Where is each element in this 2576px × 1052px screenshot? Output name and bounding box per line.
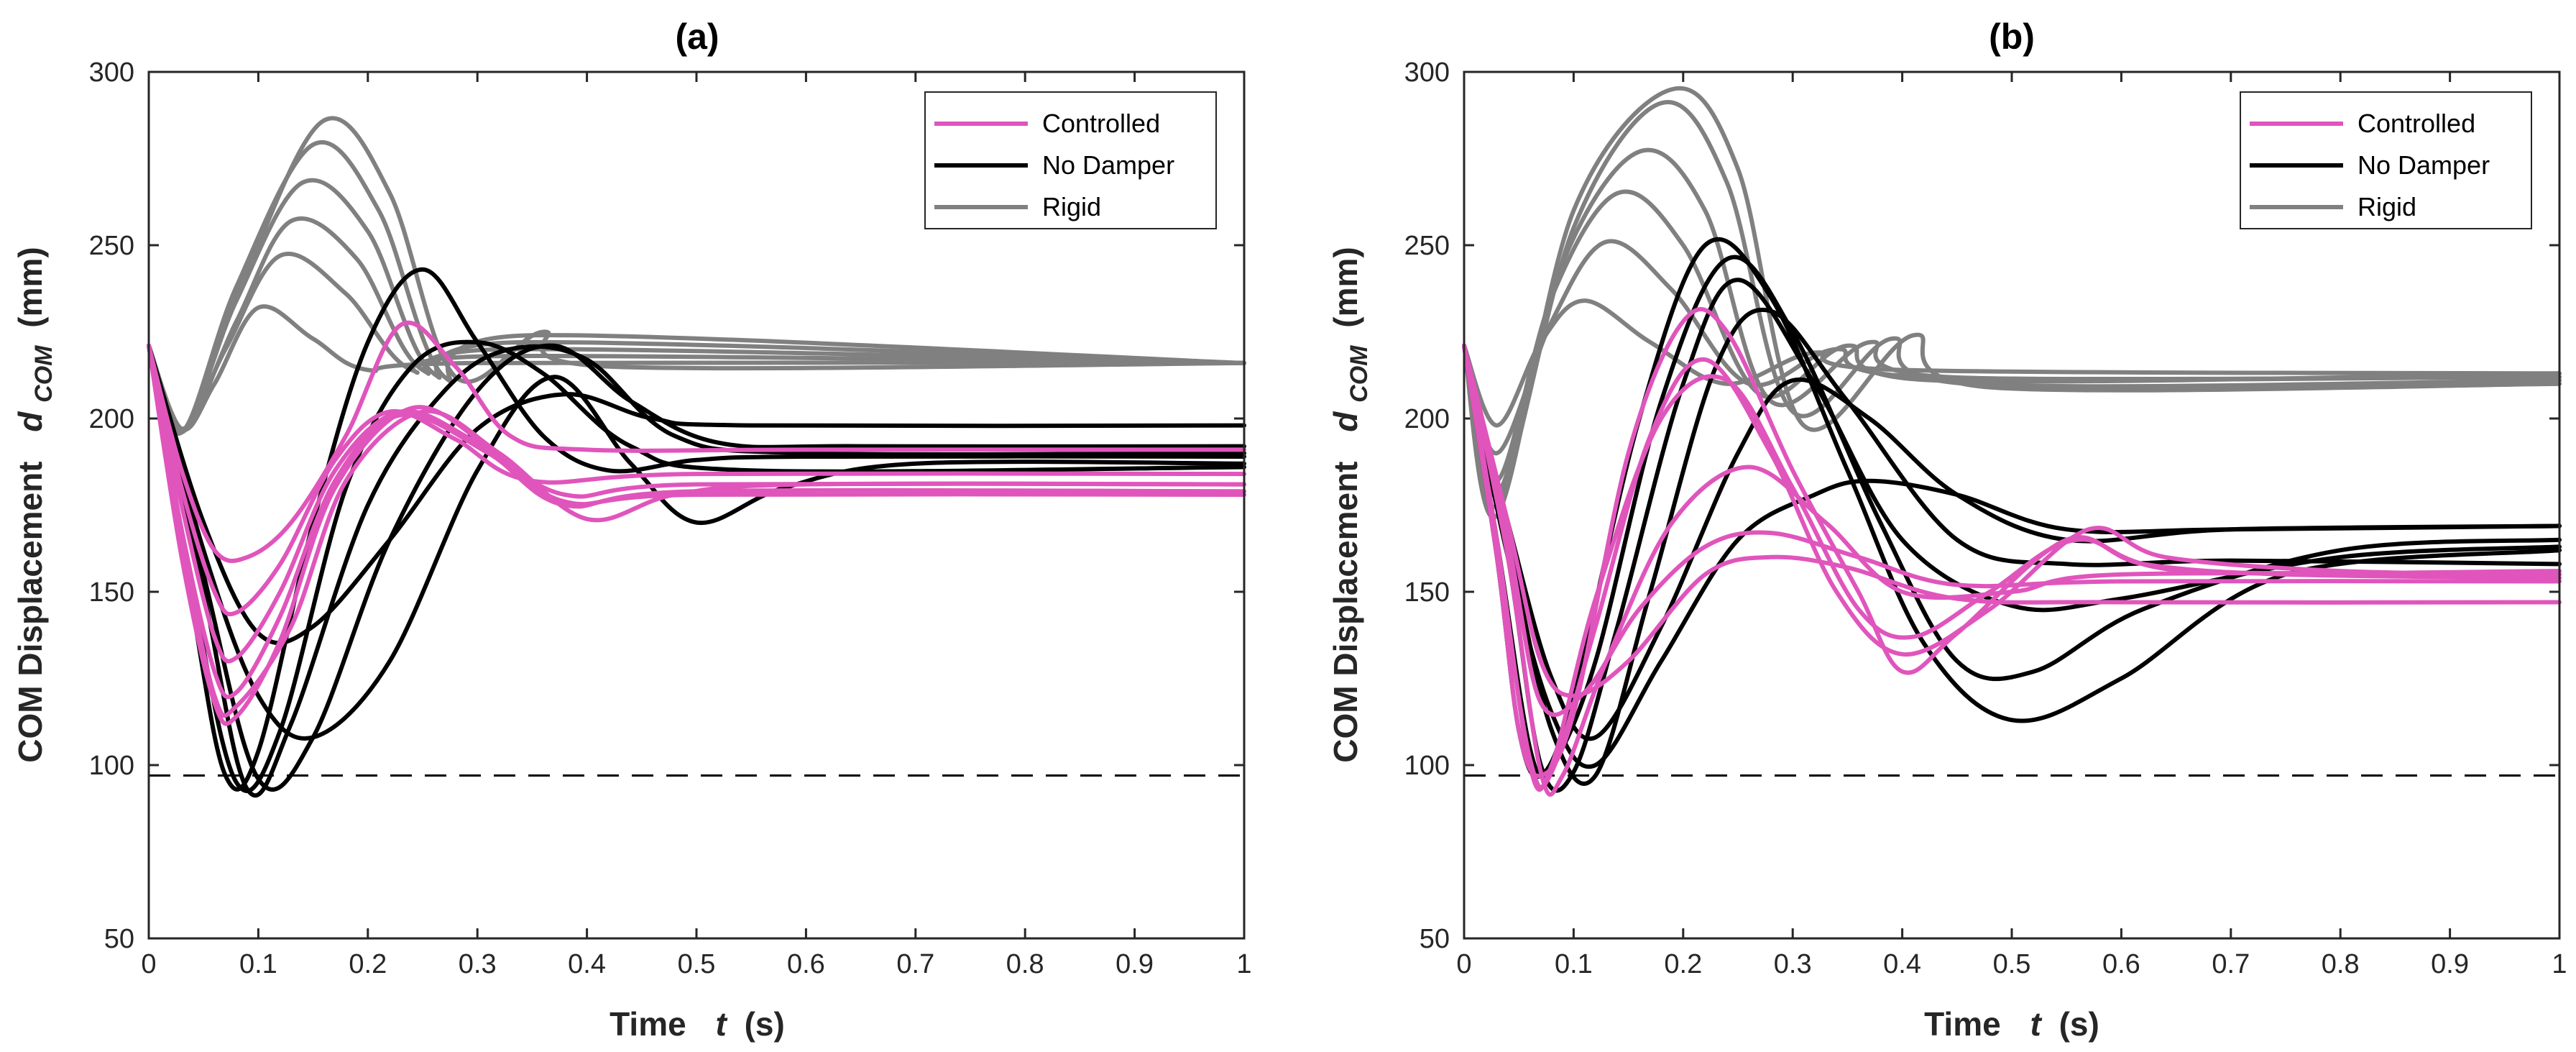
x-tick-label: 1 <box>1236 949 1251 979</box>
series-line-controlled <box>147 343 1246 718</box>
y-axis-label-sub: COM <box>30 345 58 403</box>
series-line-no-damper <box>1462 255 2562 779</box>
y-tick-labels: 50 100 150 200 250 300 <box>1404 58 1450 954</box>
y-tick-label: 200 <box>89 404 134 434</box>
x-tick-label: 0.4 <box>568 949 606 979</box>
x-tick-label: 0.6 <box>787 949 825 979</box>
series-line-rigid <box>1462 86 2562 520</box>
x-tick-label: 0.9 <box>1116 949 1154 979</box>
y-tick-label: 100 <box>89 751 134 781</box>
x-tick-label: 0.1 <box>1555 949 1593 979</box>
x-tick-label: 0.5 <box>1993 949 2031 979</box>
x-axis-label-var: t <box>715 1005 727 1043</box>
y-tick-label: 200 <box>1404 404 1450 434</box>
x-tick-label: 0.3 <box>459 949 497 979</box>
x-axis-label-unit: (s) <box>2059 1005 2099 1043</box>
y-tick-label: 250 <box>89 231 134 261</box>
plot-frame <box>1463 70 2561 940</box>
y-tick-label: 300 <box>1404 58 1450 88</box>
series-line-rigid <box>1462 298 2562 428</box>
x-tick-label: 0.6 <box>2102 949 2140 979</box>
x-tick-label: 0.3 <box>1774 949 1812 979</box>
legend: Controlled No Damper Rigid <box>924 91 1217 229</box>
x-tick-label: 0 <box>141 949 156 979</box>
legend-label-controlled: Controlled <box>1042 109 1160 138</box>
y-tick-label: 300 <box>89 58 134 88</box>
x-axis-label-main: Time <box>610 1005 686 1043</box>
x-axis-label-var: t <box>2030 1005 2042 1043</box>
chart-panel-b: (b) 0 0.1 0.2 0.3 0.4 0.5 0.6 0.7 0.8 0.9 1 50 100 1… <box>1327 17 2567 1043</box>
series-line-controlled <box>1462 343 2562 717</box>
x-tick-label: 0.9 <box>2431 949 2469 979</box>
series-line-controlled <box>1462 343 2562 698</box>
legend-label-no-damper: No Damper <box>2358 150 2490 180</box>
x-axis-label: Time t (s) <box>610 1005 785 1043</box>
y-axis-label-var: d <box>12 411 49 432</box>
x-tick-label: 1 <box>2552 949 2567 979</box>
y-axis-label-main: COM Displacement <box>12 462 49 763</box>
x-tick-label: 0.4 <box>1883 949 1921 979</box>
x-tick-labels: 0 0.1 0.2 0.3 0.4 0.5 0.6 0.7 0.8 0.9 1 <box>1456 949 2567 979</box>
chart-title: (b) <box>1989 17 2035 57</box>
series-group <box>1462 86 2562 797</box>
x-tick-label: 0.8 <box>1006 949 1044 979</box>
y-tick-label: 150 <box>1404 577 1450 608</box>
y-tick-labels: 50 100 150 200 250 300 <box>89 58 134 954</box>
series-line-no-damper <box>147 267 1246 792</box>
y-tick-label: 50 <box>104 924 134 954</box>
legend-label-controlled: Controlled <box>2358 109 2475 138</box>
legend-label-no-damper: No Damper <box>1042 150 1174 180</box>
y-tick-label: 250 <box>1404 231 1450 261</box>
series-line-no-damper <box>1462 343 2562 741</box>
x-tick-label: 0 <box>1456 949 1471 979</box>
x-axis-label-main: Time <box>1924 1005 2001 1043</box>
y-axis-label-main: COM Displacement <box>1327 462 1364 763</box>
series-line-rigid <box>1462 147 2562 498</box>
legend-box <box>924 91 1217 229</box>
series-line-controlled <box>1462 343 2562 797</box>
y-tick-label: 100 <box>1404 751 1450 781</box>
x-tick-label: 0.2 <box>1664 949 1702 979</box>
series-line-rigid <box>147 139 1246 436</box>
y-axis-label: COM Displacement d COM (mm) <box>1327 247 1374 762</box>
x-tick-label: 0.2 <box>349 949 387 979</box>
series-line-rigid <box>147 116 1246 436</box>
series-line-controlled <box>147 343 1246 664</box>
x-axis-label: Time t (s) <box>1924 1005 2099 1043</box>
series-line-rigid <box>147 216 1246 435</box>
y-axis-label-sub: COM <box>1346 345 1373 403</box>
y-axis-label: COM Displacement d COM (mm) <box>12 247 59 762</box>
series-line-no-damper <box>147 343 1246 792</box>
plot-frame <box>147 70 1246 940</box>
x-tick-label: 0.8 <box>2322 949 2360 979</box>
series-line-controlled <box>147 343 1246 726</box>
y-axis-label-unit: (mm) <box>12 247 49 327</box>
series-group <box>147 116 1246 797</box>
x-axis-label-unit: (s) <box>745 1005 785 1043</box>
series-line-no-damper <box>1462 343 2562 769</box>
x-tick-label: 0.7 <box>2212 949 2250 979</box>
x-tick-label: 0.1 <box>239 949 277 979</box>
y-tick-label: 150 <box>89 577 134 608</box>
series-line-controlled <box>147 320 1246 563</box>
series-line-controlled <box>1462 343 2562 792</box>
series-line-controlled <box>147 343 1246 617</box>
chart-panel-a: (a) 0 0.1 0.2 0.3 0.4 0.5 0.6 0.7 0.8 0.9 1 50 100 1… <box>12 17 1252 1043</box>
y-axis-label-var: d <box>1327 411 1364 432</box>
series-line-rigid <box>1462 189 2562 483</box>
y-tick-label: 50 <box>1420 924 1450 954</box>
y-axis-label-unit: (mm) <box>1327 247 1364 327</box>
series-line-rigid <box>147 304 1246 432</box>
legend-label-rigid: Rigid <box>1042 192 1101 221</box>
x-tick-label: 0.5 <box>678 949 716 979</box>
chart-title: (a) <box>675 17 719 57</box>
x-tick-label: 0.7 <box>896 949 934 979</box>
x-tick-labels: 0 0.1 0.2 0.3 0.4 0.5 0.6 0.7 0.8 0.9 1 <box>141 949 1251 979</box>
legend: Controlled No Damper Rigid <box>2240 91 2532 229</box>
legend-label-rigid: Rigid <box>2358 192 2416 221</box>
